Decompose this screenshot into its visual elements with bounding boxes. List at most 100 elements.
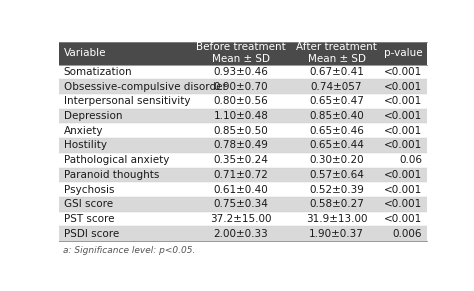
Bar <box>383 123 427 138</box>
Bar <box>383 197 427 212</box>
Bar <box>59 123 191 138</box>
Text: 0.61±0.40: 0.61±0.40 <box>214 184 268 195</box>
Text: 0.85±0.40: 0.85±0.40 <box>309 111 364 121</box>
Bar <box>291 42 383 65</box>
Bar <box>291 212 383 226</box>
Bar <box>291 123 383 138</box>
Text: Anxiety: Anxiety <box>64 126 103 136</box>
Bar <box>191 94 291 109</box>
Bar <box>59 138 191 153</box>
Bar <box>291 79 383 94</box>
Text: PST score: PST score <box>64 214 114 224</box>
Text: a: Significance level: p<0.05.: a: Significance level: p<0.05. <box>63 246 195 255</box>
Text: 1.10±0.48: 1.10±0.48 <box>214 111 269 121</box>
Bar <box>383 65 427 79</box>
Bar <box>291 94 383 109</box>
Bar <box>191 168 291 182</box>
Text: 0.75±0.34: 0.75±0.34 <box>214 199 269 209</box>
Text: <0.001: <0.001 <box>384 199 422 209</box>
Bar <box>191 109 291 123</box>
Text: Interpersonal sensitivity: Interpersonal sensitivity <box>64 96 190 106</box>
Bar <box>191 182 291 197</box>
Text: <0.001: <0.001 <box>384 111 422 121</box>
Text: <0.001: <0.001 <box>384 96 422 106</box>
Bar <box>383 212 427 226</box>
Bar <box>59 226 191 241</box>
Text: 0.71±0.72: 0.71±0.72 <box>214 170 269 180</box>
Bar <box>291 168 383 182</box>
Bar <box>191 65 291 79</box>
Bar <box>383 168 427 182</box>
Bar <box>291 65 383 79</box>
Bar <box>59 182 191 197</box>
Text: 0.78±0.49: 0.78±0.49 <box>214 141 269 150</box>
Bar <box>291 197 383 212</box>
Text: Hostility: Hostility <box>64 141 107 150</box>
Text: Pathological anxiety: Pathological anxiety <box>64 155 169 165</box>
Text: <0.001: <0.001 <box>384 82 422 92</box>
Text: 0.65±0.46: 0.65±0.46 <box>309 126 364 136</box>
Text: After treatment
Mean ± SD: After treatment Mean ± SD <box>296 42 377 64</box>
Text: 0.35±0.24: 0.35±0.24 <box>214 155 269 165</box>
Bar <box>291 109 383 123</box>
Text: 0.85±0.50: 0.85±0.50 <box>214 126 268 136</box>
Bar <box>191 79 291 94</box>
Bar <box>383 226 427 241</box>
Bar <box>59 109 191 123</box>
Text: 0.52±0.39: 0.52±0.39 <box>309 184 364 195</box>
Text: Paranoid thoughts: Paranoid thoughts <box>64 170 159 180</box>
Text: Obsessive-compulsive disorder: Obsessive-compulsive disorder <box>64 82 227 92</box>
Text: <0.001: <0.001 <box>384 141 422 150</box>
Text: 0.57±0.64: 0.57±0.64 <box>309 170 364 180</box>
Text: 0.06: 0.06 <box>399 155 422 165</box>
Bar <box>59 79 191 94</box>
Bar <box>383 182 427 197</box>
Text: 0.74±057: 0.74±057 <box>311 82 362 92</box>
Text: 0.65±0.47: 0.65±0.47 <box>309 96 364 106</box>
Bar <box>383 79 427 94</box>
Text: 1.90±0.37: 1.90±0.37 <box>309 229 364 239</box>
Bar <box>383 42 427 65</box>
Bar <box>291 226 383 241</box>
Text: <0.001: <0.001 <box>384 126 422 136</box>
Bar <box>291 153 383 168</box>
Bar <box>59 153 191 168</box>
Bar <box>291 138 383 153</box>
Bar <box>191 197 291 212</box>
Text: <0.001: <0.001 <box>384 170 422 180</box>
Bar <box>191 123 291 138</box>
Bar <box>59 94 191 109</box>
Text: <0.001: <0.001 <box>384 67 422 77</box>
Bar <box>59 42 191 65</box>
Bar <box>291 182 383 197</box>
Text: 0.58±0.27: 0.58±0.27 <box>309 199 364 209</box>
Text: 0.93±0.46: 0.93±0.46 <box>214 67 269 77</box>
Text: <0.001: <0.001 <box>384 214 422 224</box>
Text: Before treatment
Mean ± SD: Before treatment Mean ± SD <box>196 42 286 64</box>
Bar <box>59 197 191 212</box>
Bar <box>383 94 427 109</box>
Text: 37.2±15.00: 37.2±15.00 <box>210 214 272 224</box>
Text: p-value: p-value <box>383 48 422 58</box>
Text: Depression: Depression <box>64 111 122 121</box>
Bar <box>191 212 291 226</box>
Bar <box>191 138 291 153</box>
Text: Somatization: Somatization <box>64 67 132 77</box>
Bar <box>59 168 191 182</box>
Text: 0.006: 0.006 <box>392 229 422 239</box>
Bar <box>191 153 291 168</box>
Text: 0.80±0.56: 0.80±0.56 <box>214 96 268 106</box>
Text: <0.001: <0.001 <box>384 184 422 195</box>
Bar <box>191 226 291 241</box>
Text: PSDI score: PSDI score <box>64 229 119 239</box>
Bar <box>383 138 427 153</box>
Text: Psychosis: Psychosis <box>64 184 114 195</box>
Text: Variable: Variable <box>64 48 106 58</box>
Text: 0.65±0.44: 0.65±0.44 <box>309 141 364 150</box>
Bar <box>59 65 191 79</box>
Text: 0.30±0.20: 0.30±0.20 <box>310 155 364 165</box>
Text: 0.90±0.70: 0.90±0.70 <box>214 82 268 92</box>
Bar <box>191 42 291 65</box>
Bar <box>59 212 191 226</box>
Bar <box>383 153 427 168</box>
